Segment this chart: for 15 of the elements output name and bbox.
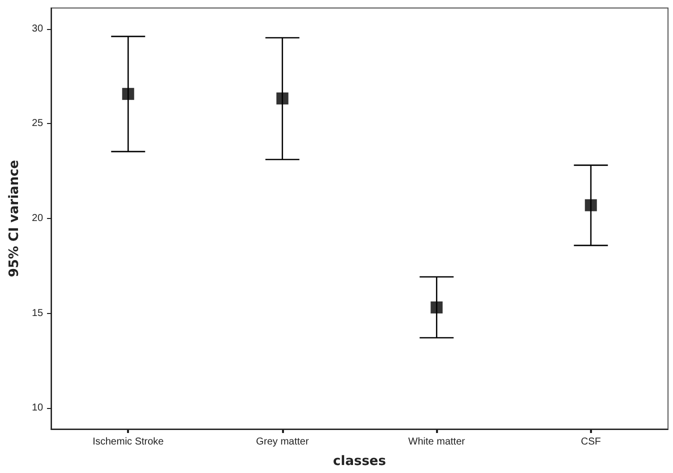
x-tick-label: Ischemic Stroke <box>92 436 164 448</box>
y-tick-label: 15 <box>32 308 44 319</box>
point <box>122 88 134 100</box>
x-tick-label: White matter <box>408 436 466 448</box>
point <box>430 301 443 314</box>
y-tick-label: 10 <box>32 402 44 414</box>
y-tick-label: 30 <box>32 23 44 34</box>
x-tick-label: Grey matter <box>256 436 310 448</box>
y-tick-label: 25 <box>32 118 44 130</box>
x-tick-label: CSF <box>580 436 601 448</box>
point <box>276 92 288 104</box>
x-axis-title: classes <box>333 454 386 469</box>
y-tick-label: 20 <box>32 213 44 224</box>
y-axis-title: 95% CI variance <box>7 160 22 278</box>
point <box>584 199 597 212</box>
